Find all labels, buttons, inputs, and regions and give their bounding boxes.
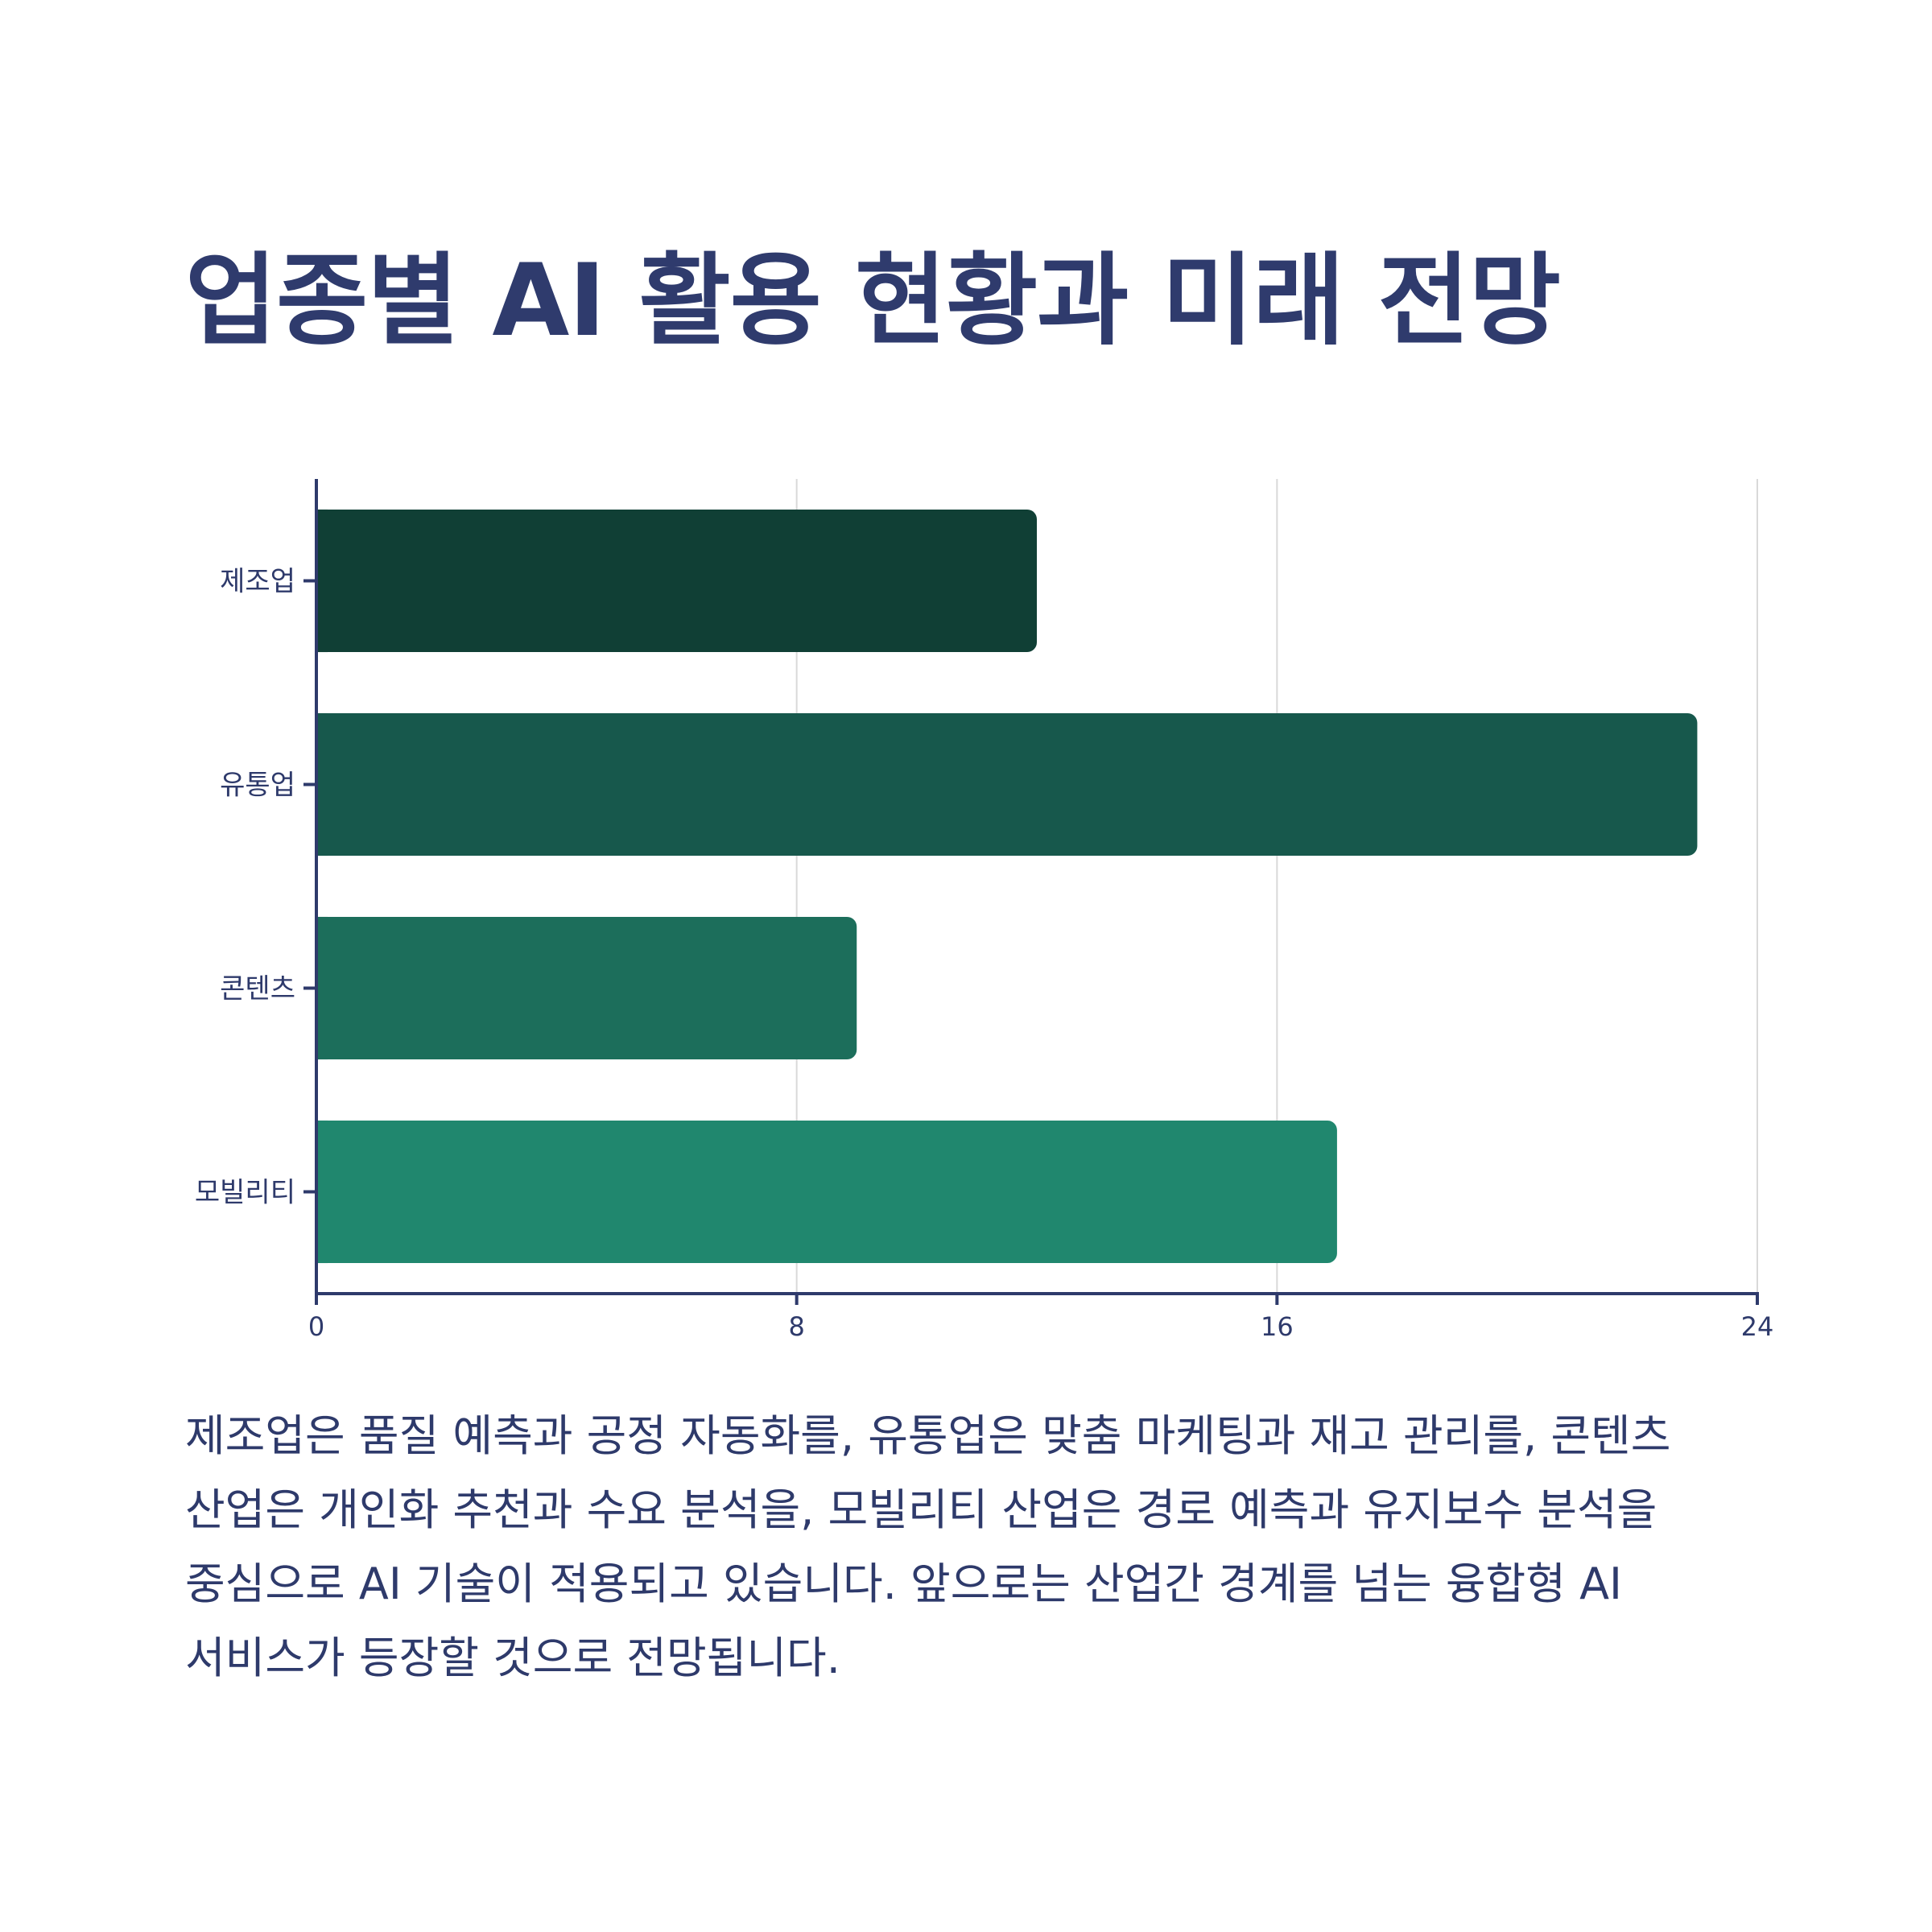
x-tick-label: 24 [1741, 1311, 1774, 1342]
y-tick-label: 제조업 [220, 566, 295, 598]
bar-2 [316, 712, 1698, 857]
bar-2-base [316, 712, 328, 857]
bar-4-base [316, 1120, 328, 1264]
y-tick-label: 콘텐츠 [220, 973, 295, 1005]
bar-4 [316, 1120, 1337, 1264]
bar-1-base [316, 509, 328, 653]
page-title: 업종별 AI 활용 현황과 미래 전망 [185, 243, 1561, 359]
chart-description: 제조업은 품질 예측과 공정 자동화를, 유통업은 맞춤 마케팅과 재고 관리를… [185, 1410, 1671, 1683]
y-tick-label: 유통업 [220, 770, 295, 802]
x-tick-label: 0 [308, 1311, 324, 1342]
bar-3 [316, 916, 857, 1060]
x-tick-label: 16 [1261, 1311, 1294, 1342]
axes [303, 479, 1759, 1305]
y-tick-label: 모빌리티 [195, 1177, 295, 1209]
bars [316, 509, 1698, 1264]
bar-3-base [316, 916, 328, 1060]
x-tick-label: 8 [788, 1311, 804, 1342]
bar-1 [316, 509, 1037, 653]
